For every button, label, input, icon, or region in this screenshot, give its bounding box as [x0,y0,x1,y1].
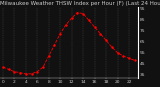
Text: Milwaukee Weather THSW Index per Hour (F) (Last 24 Hours): Milwaukee Weather THSW Index per Hour (F… [0,1,160,6]
